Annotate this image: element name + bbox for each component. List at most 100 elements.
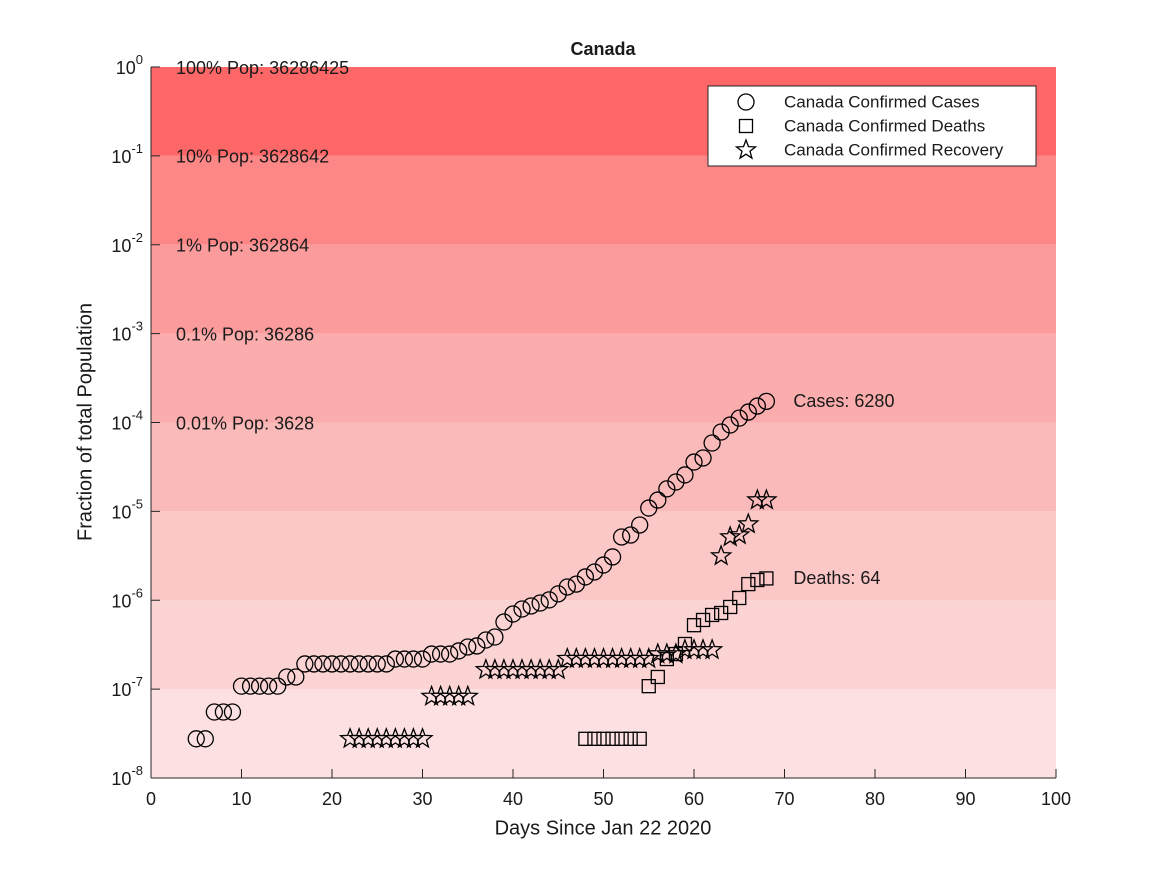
y-tick-label: 10-1 <box>111 141 143 166</box>
data-point <box>377 655 395 673</box>
data-point <box>757 392 776 410</box>
population-band <box>151 422 1056 512</box>
data-point <box>565 646 588 669</box>
data-point <box>583 646 606 669</box>
data-point <box>241 677 260 695</box>
data-point <box>549 585 567 603</box>
data-point <box>721 416 739 434</box>
legend-label: Canada Confirmed Recovery <box>784 140 1004 159</box>
data-point <box>540 591 558 609</box>
data-point <box>741 576 756 592</box>
data-point <box>603 548 622 566</box>
data-point <box>510 657 534 680</box>
data-point <box>459 638 477 656</box>
data-point <box>623 731 638 746</box>
data-point <box>622 526 640 544</box>
x-tick-label: 60 <box>684 789 704 809</box>
data-point <box>205 703 224 721</box>
population-band <box>151 155 1056 245</box>
data-point <box>748 397 766 415</box>
data-point <box>605 731 620 746</box>
data-point <box>332 655 350 673</box>
data-point <box>712 423 730 441</box>
data-point <box>695 612 711 628</box>
data-point <box>709 544 733 566</box>
data-point <box>214 703 233 721</box>
data-point <box>196 730 214 748</box>
data-point <box>686 618 702 633</box>
x-tick-label: 100 <box>1041 789 1071 809</box>
data-point <box>612 528 631 546</box>
data-point <box>420 684 443 706</box>
data-point <box>287 668 305 686</box>
annotation: 1% Pop: 362864 <box>176 236 309 256</box>
x-tick-label: 20 <box>322 789 342 809</box>
data-point <box>402 726 425 749</box>
data-point <box>601 646 624 669</box>
x-tick-label: 80 <box>865 789 885 809</box>
data-point <box>585 563 604 581</box>
data-point <box>474 657 498 680</box>
data-point <box>522 597 540 615</box>
data-point <box>659 651 674 667</box>
y-tick-label: 10-6 <box>111 586 143 611</box>
data-point <box>486 628 504 646</box>
data-point <box>323 655 341 673</box>
data-point <box>404 650 423 668</box>
data-point <box>619 646 642 669</box>
y-tick-label: 10-7 <box>111 675 143 700</box>
data-point <box>673 638 697 660</box>
legend-marker <box>737 93 755 111</box>
data-point <box>531 594 549 612</box>
data-point <box>649 491 667 509</box>
data-point <box>727 523 751 545</box>
data-point <box>438 684 461 706</box>
data-point <box>431 645 450 663</box>
data-point <box>395 650 414 668</box>
y-tick-label: 10-2 <box>111 230 143 255</box>
y-tick-label: 10-3 <box>111 319 143 344</box>
data-point <box>278 668 296 686</box>
x-tick-label: 10 <box>231 789 251 809</box>
data-point <box>468 637 486 655</box>
data-point <box>223 703 242 721</box>
data-point <box>750 572 765 588</box>
data-point <box>664 642 688 664</box>
data-point <box>422 645 441 663</box>
data-point <box>492 657 516 680</box>
data-point <box>269 677 287 695</box>
data-point <box>578 731 593 746</box>
data-point <box>477 631 495 649</box>
data-point <box>413 650 432 668</box>
data-point <box>350 655 368 673</box>
data-point <box>296 655 314 673</box>
data-point <box>567 575 585 593</box>
legend-marker <box>738 118 754 134</box>
data-point <box>759 571 774 586</box>
data-point <box>411 726 434 749</box>
population-band <box>151 689 1056 778</box>
data-point <box>632 731 647 746</box>
data-point <box>587 731 602 746</box>
data-point <box>558 578 576 596</box>
data-point <box>546 657 570 680</box>
x-tick-label: 70 <box>774 789 794 809</box>
x-tick-label: 90 <box>955 789 975 809</box>
population-band <box>151 511 1056 601</box>
x-tick-label: 40 <box>503 789 523 809</box>
annotation: 0.1% Pop: 36286 <box>176 324 314 344</box>
data-point <box>676 466 694 484</box>
data-point <box>703 434 721 452</box>
legend-label: Canada Confirmed Deaths <box>784 116 985 135</box>
y-tick-label: 10-4 <box>111 408 143 433</box>
data-point <box>637 646 661 669</box>
data-point <box>259 677 278 695</box>
data-point <box>718 525 742 547</box>
data-point <box>232 677 251 695</box>
data-point <box>384 726 407 749</box>
data-point <box>513 600 531 618</box>
x-tick-label: 0 <box>146 789 156 809</box>
data-point <box>341 655 359 673</box>
population-band <box>151 244 1056 334</box>
